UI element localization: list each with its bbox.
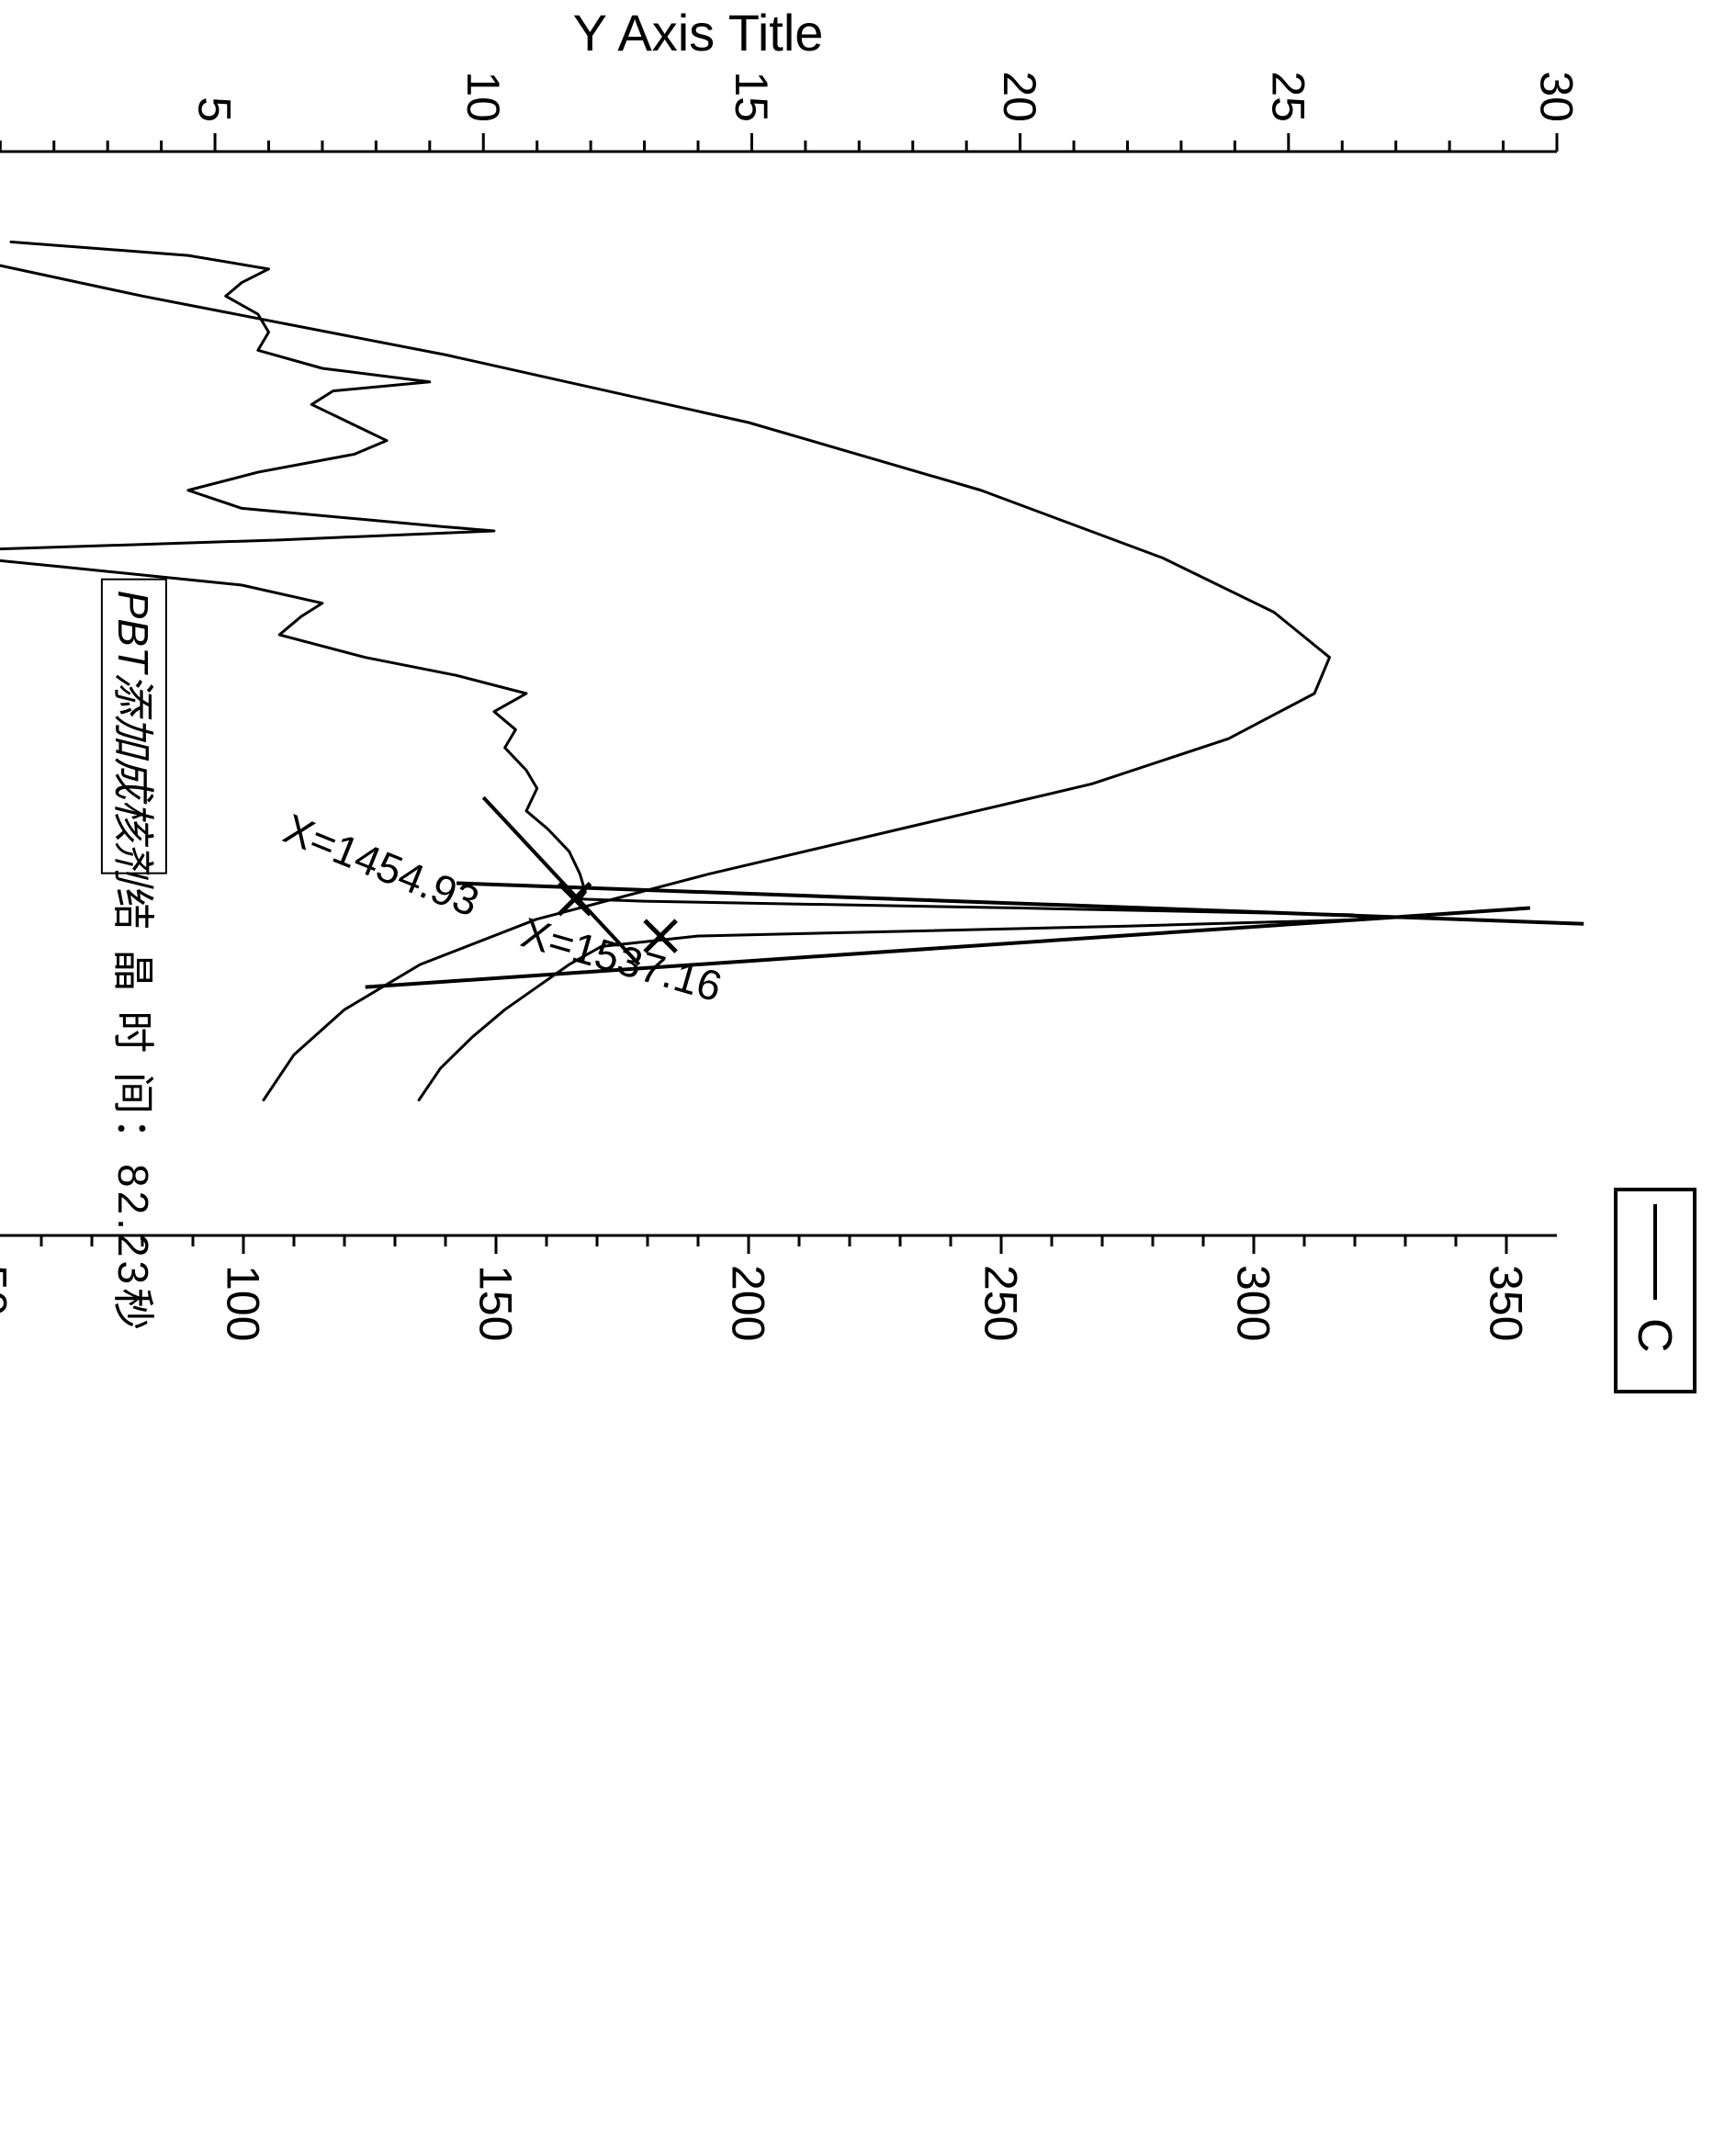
chart-svg: 0500100015002000X Axis Title051015202530… <box>0 0 1736 2154</box>
x-annotation: X=1454.93 <box>277 805 486 926</box>
y-left-tick-label: 30 <box>1531 71 1583 122</box>
y-left-tick-label: 15 <box>726 71 777 122</box>
y-right-tick-label: 100 <box>218 1265 269 1341</box>
y-right-tick-label: 200 <box>723 1265 774 1341</box>
y-right-tick-label: 50 <box>0 1265 17 1316</box>
legend-label: C <box>1628 1318 1681 1353</box>
y-right-tick-label: 350 <box>1481 1265 1532 1341</box>
tangent-line <box>457 884 1584 924</box>
chart-container: 0500100015002000X Axis Title051015202530… <box>0 0 1736 2154</box>
y-right-tick-label: 300 <box>1228 1265 1279 1341</box>
y-left-tick-label: 5 <box>189 96 241 122</box>
handwritten-label: PBT添加成核剂 <box>109 591 157 889</box>
y-right-tick-label: 150 <box>470 1265 522 1341</box>
y-right-tick-label: 250 <box>975 1265 1027 1341</box>
y-left-tick-label: 20 <box>994 71 1045 122</box>
x-annotation: X=1537.16 <box>516 908 727 1011</box>
crystallization-time-label: 结 晶 时 间：82.23秒 <box>109 888 157 1334</box>
y-axis-title: Y Axis Title <box>573 4 824 62</box>
y-left-tick-label: 25 <box>1262 71 1313 122</box>
y-left-tick-label: 10 <box>457 71 509 122</box>
